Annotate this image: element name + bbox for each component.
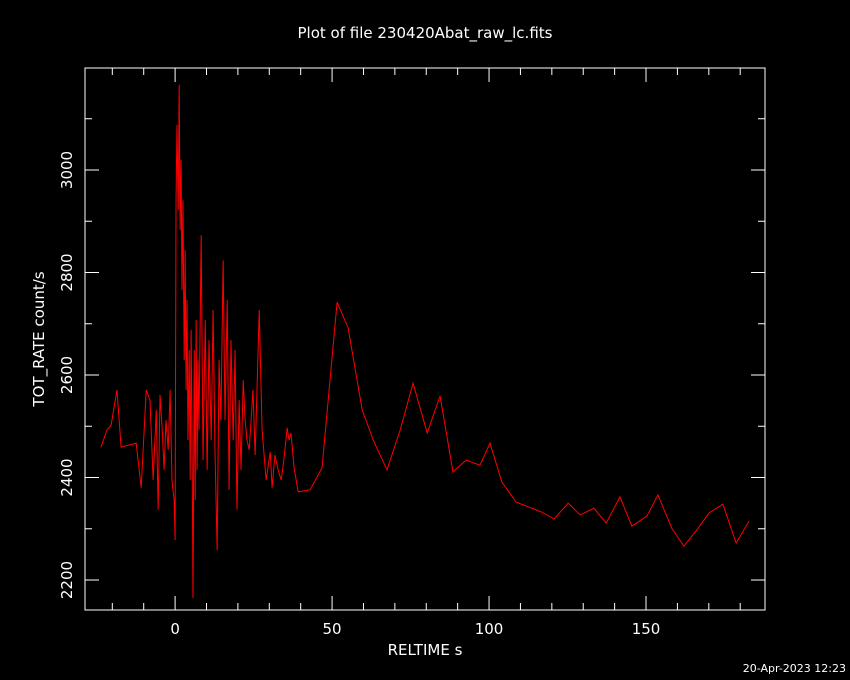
data-line	[100, 84, 750, 598]
chart-title: Plot of file 230420Abat_raw_lc.fits	[298, 24, 553, 43]
x-tick-label: 0	[170, 620, 180, 638]
x-tick-label: 100	[475, 620, 504, 638]
y-tick-label: 2800	[58, 253, 76, 291]
footer: 20-Apr-2023 12:23	[743, 662, 846, 675]
x-tick-label: 50	[323, 620, 342, 638]
y-tick-label: 2600	[58, 356, 76, 394]
plot-frame	[84, 67, 766, 611]
y-tick-label: 3000	[58, 151, 76, 189]
x-tick-label: 150	[632, 620, 661, 638]
y-tick-label: 2200	[58, 561, 76, 599]
x-axis-label: RELTIME s	[388, 641, 463, 659]
y-axis-label: TOT_RATE count/s	[30, 271, 49, 407]
y-tick-label: 2400	[58, 458, 76, 496]
